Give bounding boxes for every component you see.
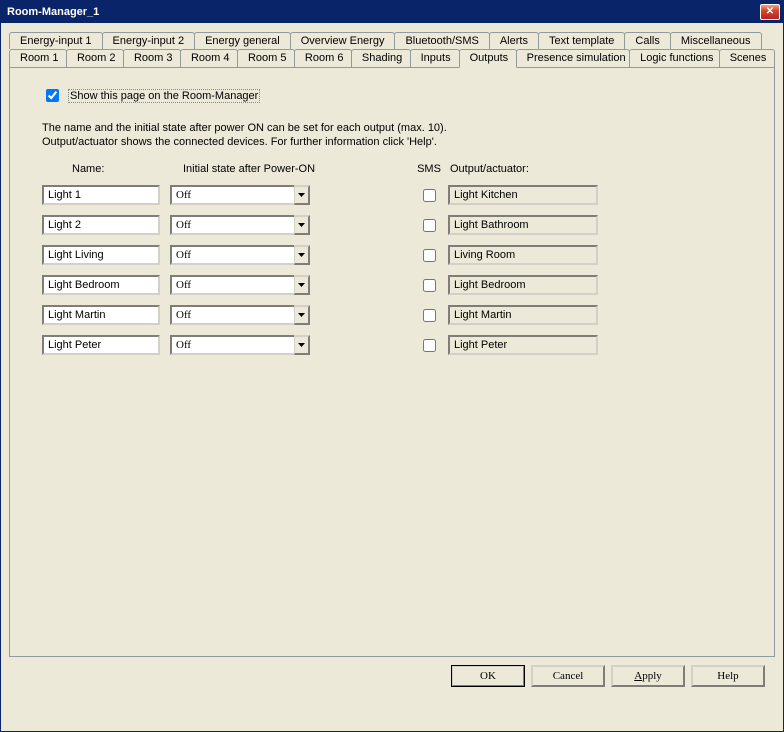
output-actuator-field [448, 305, 598, 325]
description-line-1: The name and the initial state after pow… [42, 121, 750, 135]
show-page-checkbox[interactable] [46, 89, 59, 102]
show-page-label: Show this page on the Room-Manager [68, 89, 260, 103]
tabs: Energy-input 1Energy-input 2Energy gener… [9, 31, 775, 657]
tab-room-4[interactable]: Room 4 [180, 49, 238, 68]
description: The name and the initial state after pow… [42, 121, 750, 149]
initial-state-value: Off [172, 337, 294, 353]
tab-calls[interactable]: Calls [624, 32, 670, 49]
header-output: Output/actuator: [448, 163, 606, 175]
sms-checkbox[interactable] [423, 339, 436, 352]
window-title: Room-Manager_1 [7, 6, 99, 18]
output-name-input[interactable] [42, 275, 160, 295]
output-name-input[interactable] [42, 185, 160, 205]
tab-energy-input-1[interactable]: Energy-input 1 [9, 32, 103, 49]
initial-state-select[interactable]: Off [170, 245, 310, 265]
tab-room-2[interactable]: Room 2 [66, 49, 124, 68]
header-sms: SMS [410, 163, 448, 175]
sms-checkbox[interactable] [423, 219, 436, 232]
initial-state-value: Off [172, 277, 294, 293]
chevron-down-icon[interactable] [294, 335, 310, 355]
tab-inputs[interactable]: Inputs [410, 49, 460, 68]
description-line-2: Output/actuator shows the connected devi… [42, 135, 750, 149]
outputs-grid: Name: Initial state after Power-ON SMS O… [42, 163, 750, 355]
initial-state-value: Off [172, 247, 294, 263]
titlebar: Room-Manager_1 ✕ [1, 1, 783, 23]
button-bar: OK Cancel Apply Help [9, 657, 775, 697]
tab-shading[interactable]: Shading [351, 49, 411, 68]
output-row: Off [42, 275, 750, 295]
output-name-input[interactable] [42, 305, 160, 325]
output-actuator-field [448, 185, 598, 205]
output-actuator-field [448, 215, 598, 235]
ok-button[interactable]: OK [451, 665, 525, 687]
output-name-input[interactable] [42, 245, 160, 265]
tab-row-2: Room 1Room 2Room 3Room 4Room 5Room 6Shad… [9, 48, 775, 67]
output-name-input[interactable] [42, 215, 160, 235]
tab-room-3[interactable]: Room 3 [123, 49, 181, 68]
tab-panel-outputs: Show this page on the Room-Manager The n… [9, 67, 775, 657]
chevron-down-icon[interactable] [294, 185, 310, 205]
window: Room-Manager_1 ✕ Energy-input 1Energy-in… [0, 0, 784, 732]
initial-state-select[interactable]: Off [170, 275, 310, 295]
chevron-down-icon[interactable] [294, 245, 310, 265]
header-state: Initial state after Power-ON [170, 163, 328, 175]
output-row: Off [42, 185, 750, 205]
tab-miscellaneous[interactable]: Miscellaneous [670, 32, 762, 49]
close-button[interactable]: ✕ [760, 4, 780, 20]
tab-outputs[interactable]: Outputs [459, 49, 517, 68]
tab-alerts[interactable]: Alerts [489, 32, 539, 49]
tab-row-1: Energy-input 1Energy-input 2Energy gener… [9, 31, 775, 48]
initial-state-value: Off [172, 187, 294, 203]
tab-energy-general[interactable]: Energy general [194, 32, 291, 49]
output-row: Off [42, 245, 750, 265]
cancel-button[interactable]: Cancel [531, 665, 605, 687]
tab-overview-energy[interactable]: Overview Energy [290, 32, 396, 49]
output-actuator-field [448, 335, 598, 355]
show-page-row: Show this page on the Room-Manager [42, 86, 750, 105]
tab-scenes[interactable]: Scenes [719, 49, 775, 68]
tab-room-1[interactable]: Room 1 [9, 49, 67, 68]
tab-energy-input-2[interactable]: Energy-input 2 [102, 32, 196, 49]
apply-button[interactable]: Apply [611, 665, 685, 687]
tab-text-template[interactable]: Text template [538, 32, 625, 49]
header-row: Name: Initial state after Power-ON SMS O… [42, 163, 750, 175]
client-area: Energy-input 1Energy-input 2Energy gener… [1, 23, 783, 731]
chevron-down-icon[interactable] [294, 305, 310, 325]
output-row: Off [42, 335, 750, 355]
tab-bluetooth-sms[interactable]: Bluetooth/SMS [394, 32, 489, 49]
output-actuator-field [448, 275, 598, 295]
sms-checkbox[interactable] [423, 279, 436, 292]
output-row: Off [42, 305, 750, 325]
help-button[interactable]: Help [691, 665, 765, 687]
output-actuator-field [448, 245, 598, 265]
initial-state-select[interactable]: Off [170, 305, 310, 325]
initial-state-select[interactable]: Off [170, 335, 310, 355]
output-name-input[interactable] [42, 335, 160, 355]
sms-checkbox[interactable] [423, 189, 436, 202]
chevron-down-icon[interactable] [294, 275, 310, 295]
chevron-down-icon[interactable] [294, 215, 310, 235]
sms-checkbox[interactable] [423, 249, 436, 262]
output-row: Off [42, 215, 750, 235]
header-name: Name: [42, 163, 170, 175]
initial-state-select[interactable]: Off [170, 185, 310, 205]
tab-presence-simulation[interactable]: Presence simulation [516, 49, 631, 68]
tab-logic-functions[interactable]: Logic functions [629, 49, 720, 68]
initial-state-select[interactable]: Off [170, 215, 310, 235]
sms-checkbox[interactable] [423, 309, 436, 322]
tab-room-6[interactable]: Room 6 [294, 49, 352, 68]
initial-state-value: Off [172, 307, 294, 323]
initial-state-value: Off [172, 217, 294, 233]
tab-room-5[interactable]: Room 5 [237, 49, 295, 68]
close-icon: ✕ [766, 6, 774, 17]
